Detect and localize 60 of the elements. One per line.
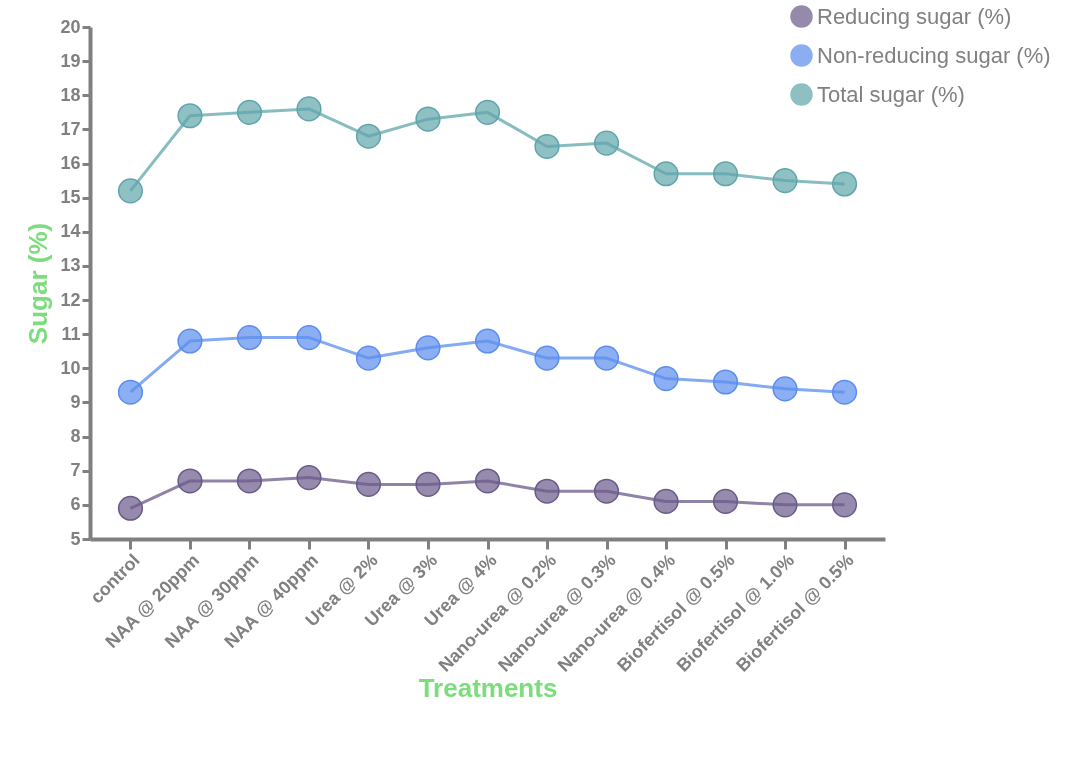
y-tick-label: 9 (70, 391, 81, 412)
point (177, 468, 203, 494)
point (355, 345, 382, 371)
point (772, 168, 798, 194)
legend-label: Reducing sugar (%) (817, 3, 1012, 29)
point (474, 468, 501, 494)
point (593, 345, 620, 371)
point (772, 376, 798, 402)
point (177, 328, 203, 354)
point (653, 161, 679, 187)
legend-label: Total sugar (%) (817, 81, 965, 107)
point (117, 379, 144, 405)
point (712, 161, 739, 187)
y-tick-label: 15 (60, 187, 81, 208)
y-tick-label: 10 (60, 357, 81, 378)
point (236, 468, 263, 494)
point (831, 492, 858, 518)
y-axis-title: Sugar (%) (23, 222, 54, 345)
point (712, 369, 739, 395)
point (117, 495, 144, 521)
point (296, 96, 322, 122)
y-tick-label: 16 (60, 153, 81, 174)
point (296, 465, 322, 491)
point (653, 366, 679, 392)
point (415, 106, 441, 132)
point (653, 488, 679, 515)
y-tick-label: 19 (60, 50, 81, 71)
point (415, 471, 441, 497)
y-tick-label: 6 (70, 494, 81, 515)
y-tick-label: 20 (60, 16, 81, 37)
point (831, 171, 858, 197)
point (534, 345, 560, 371)
point (355, 123, 382, 149)
point (415, 335, 441, 361)
point (474, 328, 501, 354)
x-axis-title: Treatments (418, 672, 558, 703)
point (474, 99, 501, 125)
point (534, 133, 560, 160)
point (831, 379, 858, 405)
y-tick-label: 18 (60, 84, 81, 105)
y-tick-label: 8 (70, 426, 81, 447)
point (593, 478, 620, 504)
point (355, 471, 382, 497)
y-tick-label: 7 (70, 460, 81, 481)
point (712, 488, 739, 515)
y-tick-label: 14 (60, 221, 81, 242)
y-tick-label: 17 (60, 118, 81, 139)
point (296, 325, 322, 351)
point (236, 99, 263, 125)
y-tick-label: 13 (60, 255, 81, 276)
point (772, 492, 798, 518)
y-tick-label: 12 (60, 289, 81, 310)
point (534, 478, 560, 504)
point (593, 130, 620, 156)
y-tick-label: 11 (61, 323, 81, 344)
point (236, 325, 263, 351)
point (177, 103, 203, 129)
point (117, 178, 144, 204)
y-tick-label: 5 (70, 528, 81, 549)
legend-label: Non-reducing sugar (%) (817, 42, 1051, 68)
